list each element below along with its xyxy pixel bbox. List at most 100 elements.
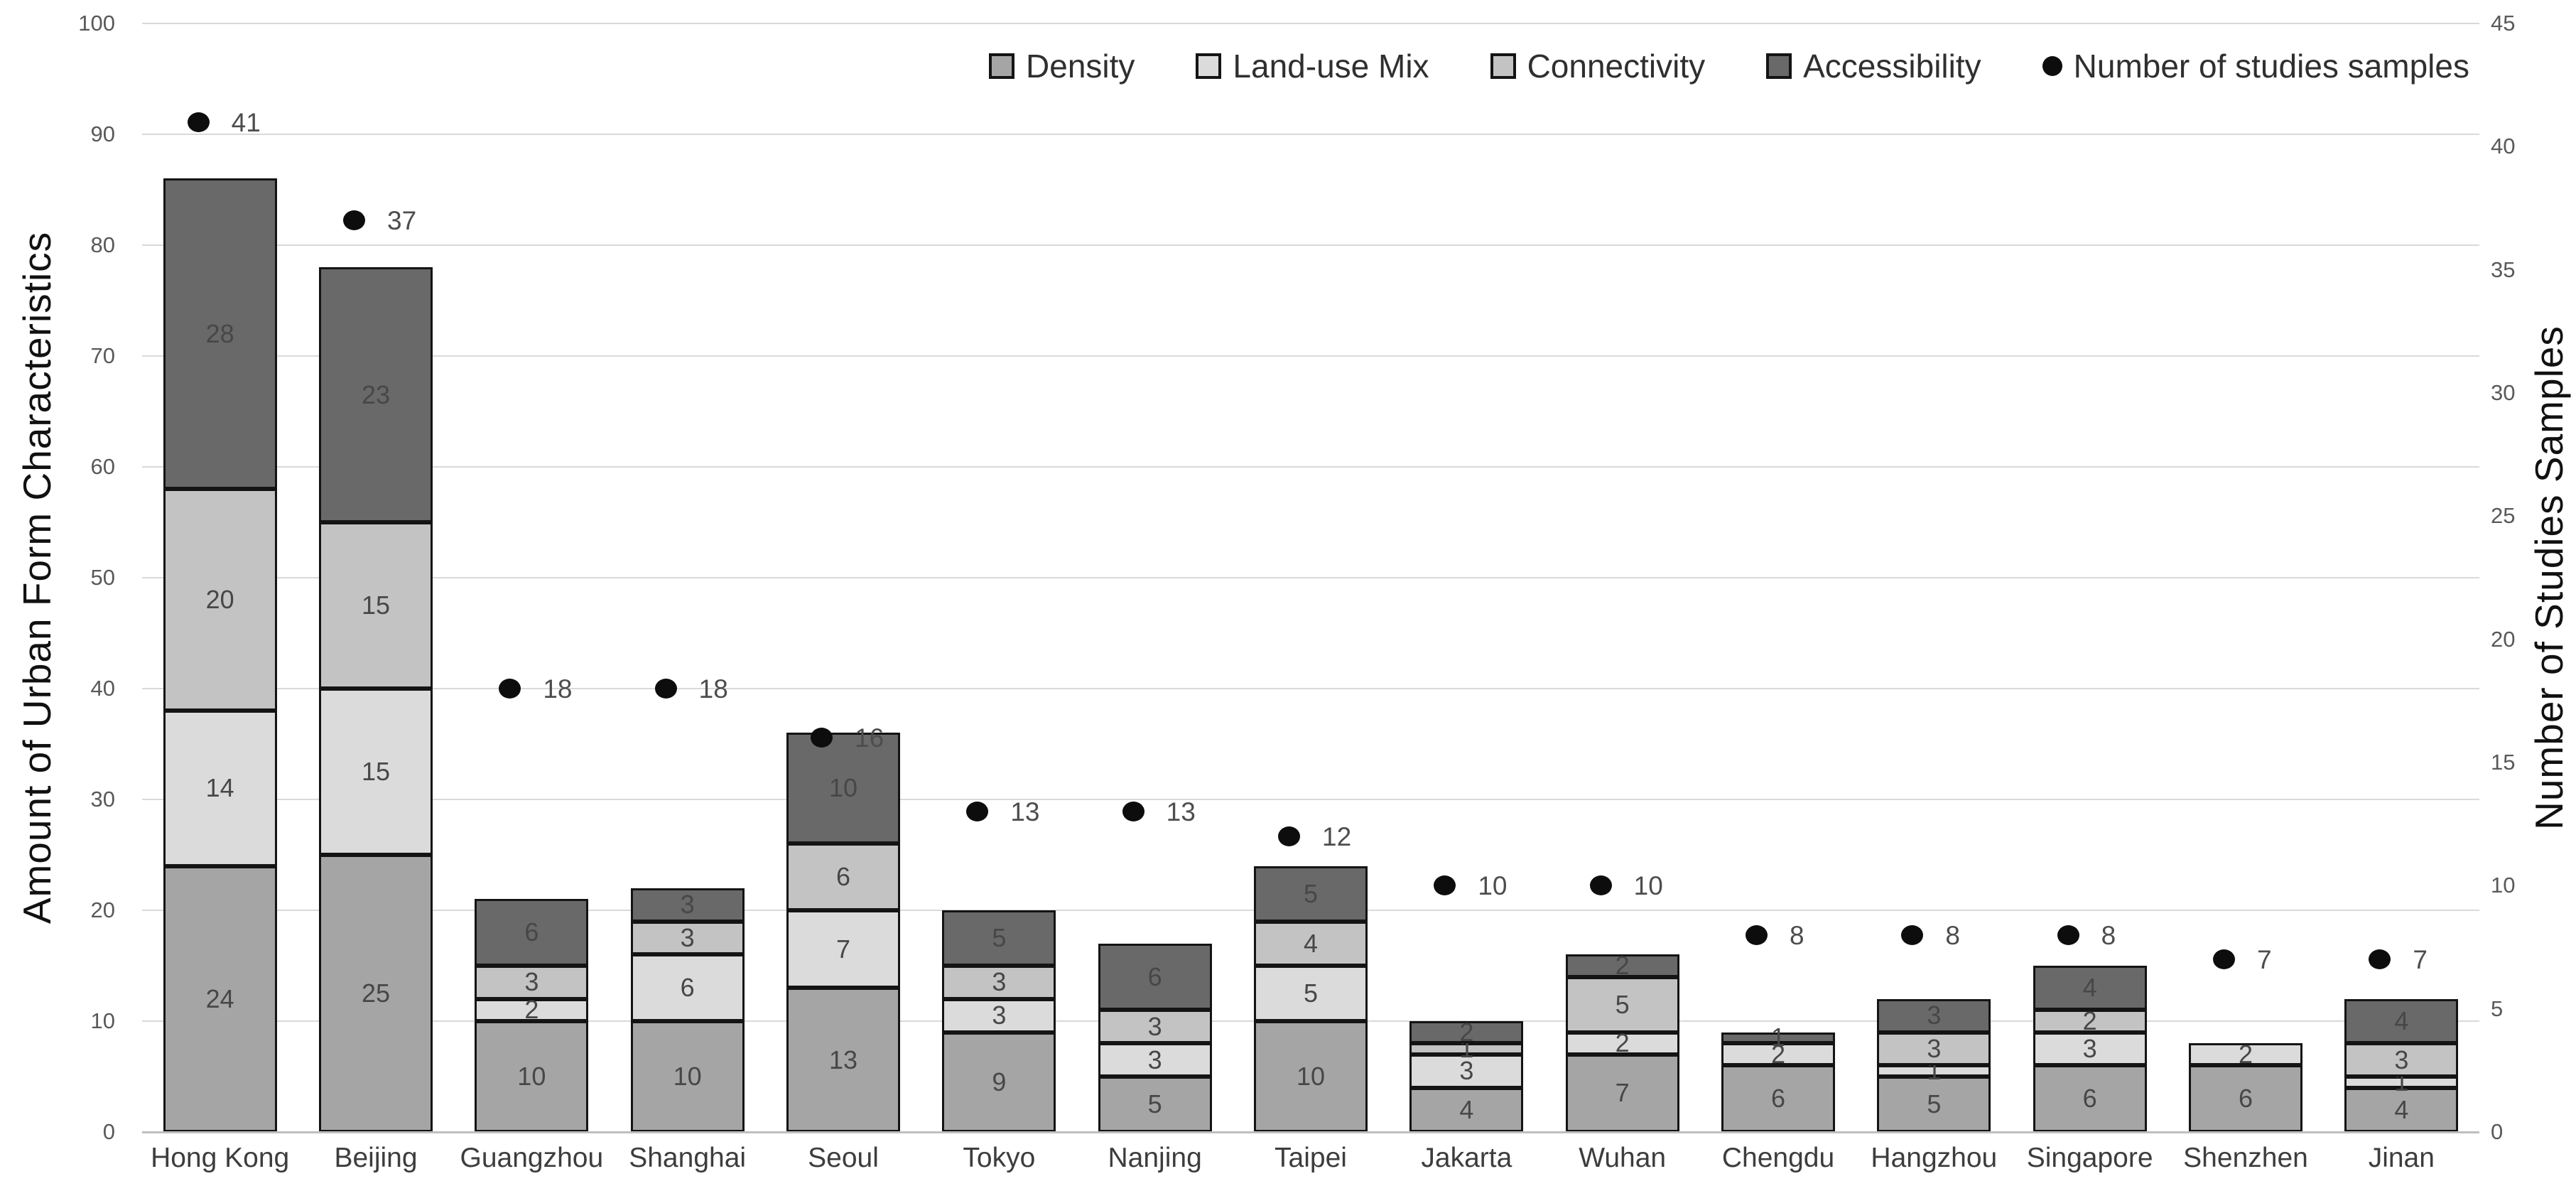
bar-segment-accessibility: 6 bbox=[475, 899, 589, 966]
bar-segment-density: 10 bbox=[475, 1021, 589, 1132]
studies-dot-label: 13 bbox=[1010, 797, 1040, 827]
legend-item: Land-use Mix bbox=[1196, 47, 1429, 85]
bar-segment-density: 4 bbox=[2344, 1087, 2459, 1132]
city-label: Taipei bbox=[1275, 1143, 1347, 1173]
studies-dot bbox=[499, 679, 521, 699]
bar-segment-accessibility: 4 bbox=[2344, 998, 2459, 1044]
bar-segment-accessibility: 2 bbox=[1565, 952, 1679, 978]
city-label: Nanjing bbox=[1108, 1143, 1202, 1173]
right-axis-tick-label: 15 bbox=[2491, 750, 2516, 775]
bar-segment-value: 7 bbox=[1615, 1078, 1630, 1108]
bar-segment-land-use-mix: 1 bbox=[1877, 1058, 1991, 1084]
bar-segment-connectivity: 3 bbox=[630, 921, 745, 955]
right-axis-tick-label: 45 bbox=[2491, 11, 2516, 36]
left-axis-tick-label: 50 bbox=[90, 565, 115, 590]
bar-segment-density: 5 bbox=[1877, 1077, 1991, 1132]
right-axis-tick-label: 35 bbox=[2491, 257, 2516, 282]
studies-dot-label: 41 bbox=[231, 107, 261, 137]
bar-segment-value: 2 bbox=[524, 995, 539, 1025]
bar-segment-value: 3 bbox=[1147, 1011, 1162, 1041]
bar-segment-accessibility: 23 bbox=[319, 267, 433, 522]
bar-segment-value: 9 bbox=[992, 1067, 1007, 1096]
city-label: Guangzhou bbox=[460, 1143, 604, 1173]
bar-segment-value: 10 bbox=[517, 1062, 546, 1091]
bar-segment-density: 5 bbox=[1098, 1077, 1212, 1132]
gridline bbox=[142, 23, 2479, 24]
studies-dot bbox=[1901, 924, 1924, 945]
bar-segment-value: 5 bbox=[1303, 979, 1319, 1008]
studies-dot bbox=[343, 210, 365, 231]
bar-segment-land-use-mix: 2 bbox=[475, 995, 589, 1025]
right-axis-tick-label: 0 bbox=[2491, 1119, 2504, 1144]
bar-segment-accessibility: 5 bbox=[1254, 866, 1368, 922]
bar-segment-value: 3 bbox=[1459, 1056, 1474, 1086]
left-axis-tick-label: 60 bbox=[90, 454, 115, 479]
bar-segment-value: 15 bbox=[361, 757, 391, 786]
studies-dot-label: 13 bbox=[1166, 797, 1196, 827]
bar-segment-connectivity: 20 bbox=[163, 489, 277, 711]
studies-dot-label: 7 bbox=[2257, 945, 2272, 975]
bar-segment-land-use-mix: 1 bbox=[2344, 1069, 2459, 1094]
bar-segment-land-use-mix: 2 bbox=[2189, 1039, 2302, 1069]
bar-segment-value: 4 bbox=[1459, 1094, 1474, 1124]
bar-segment-land-use-mix: 14 bbox=[163, 711, 277, 866]
bar-segment-value: 5 bbox=[1927, 1089, 1942, 1118]
gridline bbox=[142, 466, 2479, 468]
city-label: Hong Kong bbox=[151, 1143, 290, 1173]
bar-segment-connectivity: 3 bbox=[1877, 1032, 1991, 1066]
bar-segment-value: 3 bbox=[2082, 1033, 2097, 1063]
bar-segment-value: 3 bbox=[1147, 1045, 1162, 1074]
city-label: Shanghai bbox=[629, 1143, 747, 1173]
bar-segment-land-use-mix: 2 bbox=[1721, 1041, 1835, 1067]
bar-segment-value: 20 bbox=[205, 585, 234, 615]
city-label: Beijing bbox=[334, 1143, 418, 1173]
bar-segment-accessibility: 2 bbox=[1409, 1019, 1524, 1045]
bar-segment-accessibility: 28 bbox=[163, 178, 277, 490]
bar-segment-value: 3 bbox=[680, 922, 695, 952]
legend-label: Density bbox=[1026, 48, 1135, 85]
bar-segment-accessibility: 4 bbox=[2033, 966, 2147, 1010]
bar-segment-density: 6 bbox=[1721, 1065, 1835, 1132]
legend-color-swatch bbox=[1490, 53, 1516, 79]
legend-color-swatch bbox=[1196, 53, 1222, 79]
studies-dot-label: 8 bbox=[2101, 920, 2116, 950]
bar-segment-land-use-mix: 3 bbox=[942, 998, 1056, 1033]
bar-segment-land-use-mix: 3 bbox=[1409, 1054, 1524, 1088]
studies-dot bbox=[966, 802, 989, 822]
bar-segment-value: 3 bbox=[1927, 1001, 1942, 1030]
gridline bbox=[142, 799, 2479, 800]
right-axis-tick-label: 10 bbox=[2491, 873, 2516, 898]
studies-dot-label: 18 bbox=[543, 674, 573, 703]
legend-item: Number of studies samples bbox=[2042, 47, 2469, 85]
city-label: Jakarta bbox=[1421, 1143, 1512, 1173]
bar-segment-land-use-mix: 6 bbox=[630, 954, 745, 1021]
left-axis-tick-label: 80 bbox=[90, 232, 115, 257]
bar-segment-value: 2 bbox=[1615, 1028, 1630, 1058]
right-axis-tick-label: 20 bbox=[2491, 626, 2516, 652]
bar-segment-value: 6 bbox=[1147, 961, 1162, 991]
bar-segment-value: 28 bbox=[205, 318, 234, 348]
studies-dot bbox=[1434, 875, 1456, 896]
gridline bbox=[142, 134, 2479, 135]
gridline bbox=[142, 244, 2479, 246]
legend-item: Density bbox=[989, 47, 1135, 85]
bar-segment-density: 10 bbox=[630, 1021, 745, 1132]
right-axis-tick-label: 40 bbox=[2491, 134, 2516, 159]
bar-segment-value: 4 bbox=[2082, 973, 2097, 1003]
studies-dot-label: 10 bbox=[1478, 871, 1508, 901]
bar-segment-value: 2 bbox=[2238, 1039, 2253, 1069]
bar-segment-accessibility: 3 bbox=[1877, 998, 1991, 1033]
bar-segment-value: 3 bbox=[992, 967, 1007, 997]
bar-segment-value: 3 bbox=[992, 1001, 1007, 1030]
city-label: Hangzhou bbox=[1871, 1143, 1998, 1173]
bar-segment-land-use-mix: 2 bbox=[1565, 1028, 1679, 1058]
gridline bbox=[142, 577, 2479, 578]
legend-item: Connectivity bbox=[1490, 47, 1705, 85]
bar-segment-connectivity: 15 bbox=[319, 522, 433, 689]
right-axis-tick-label: 25 bbox=[2491, 503, 2516, 529]
bar-segment-value: 2 bbox=[2082, 1006, 2097, 1035]
bar-segment-value: 4 bbox=[2394, 1094, 2409, 1124]
bar-segment-connectivity: 3 bbox=[2344, 1043, 2459, 1077]
bar-segment-value: 10 bbox=[1296, 1062, 1326, 1091]
bar-segment-land-use-mix: 3 bbox=[1098, 1043, 1212, 1077]
